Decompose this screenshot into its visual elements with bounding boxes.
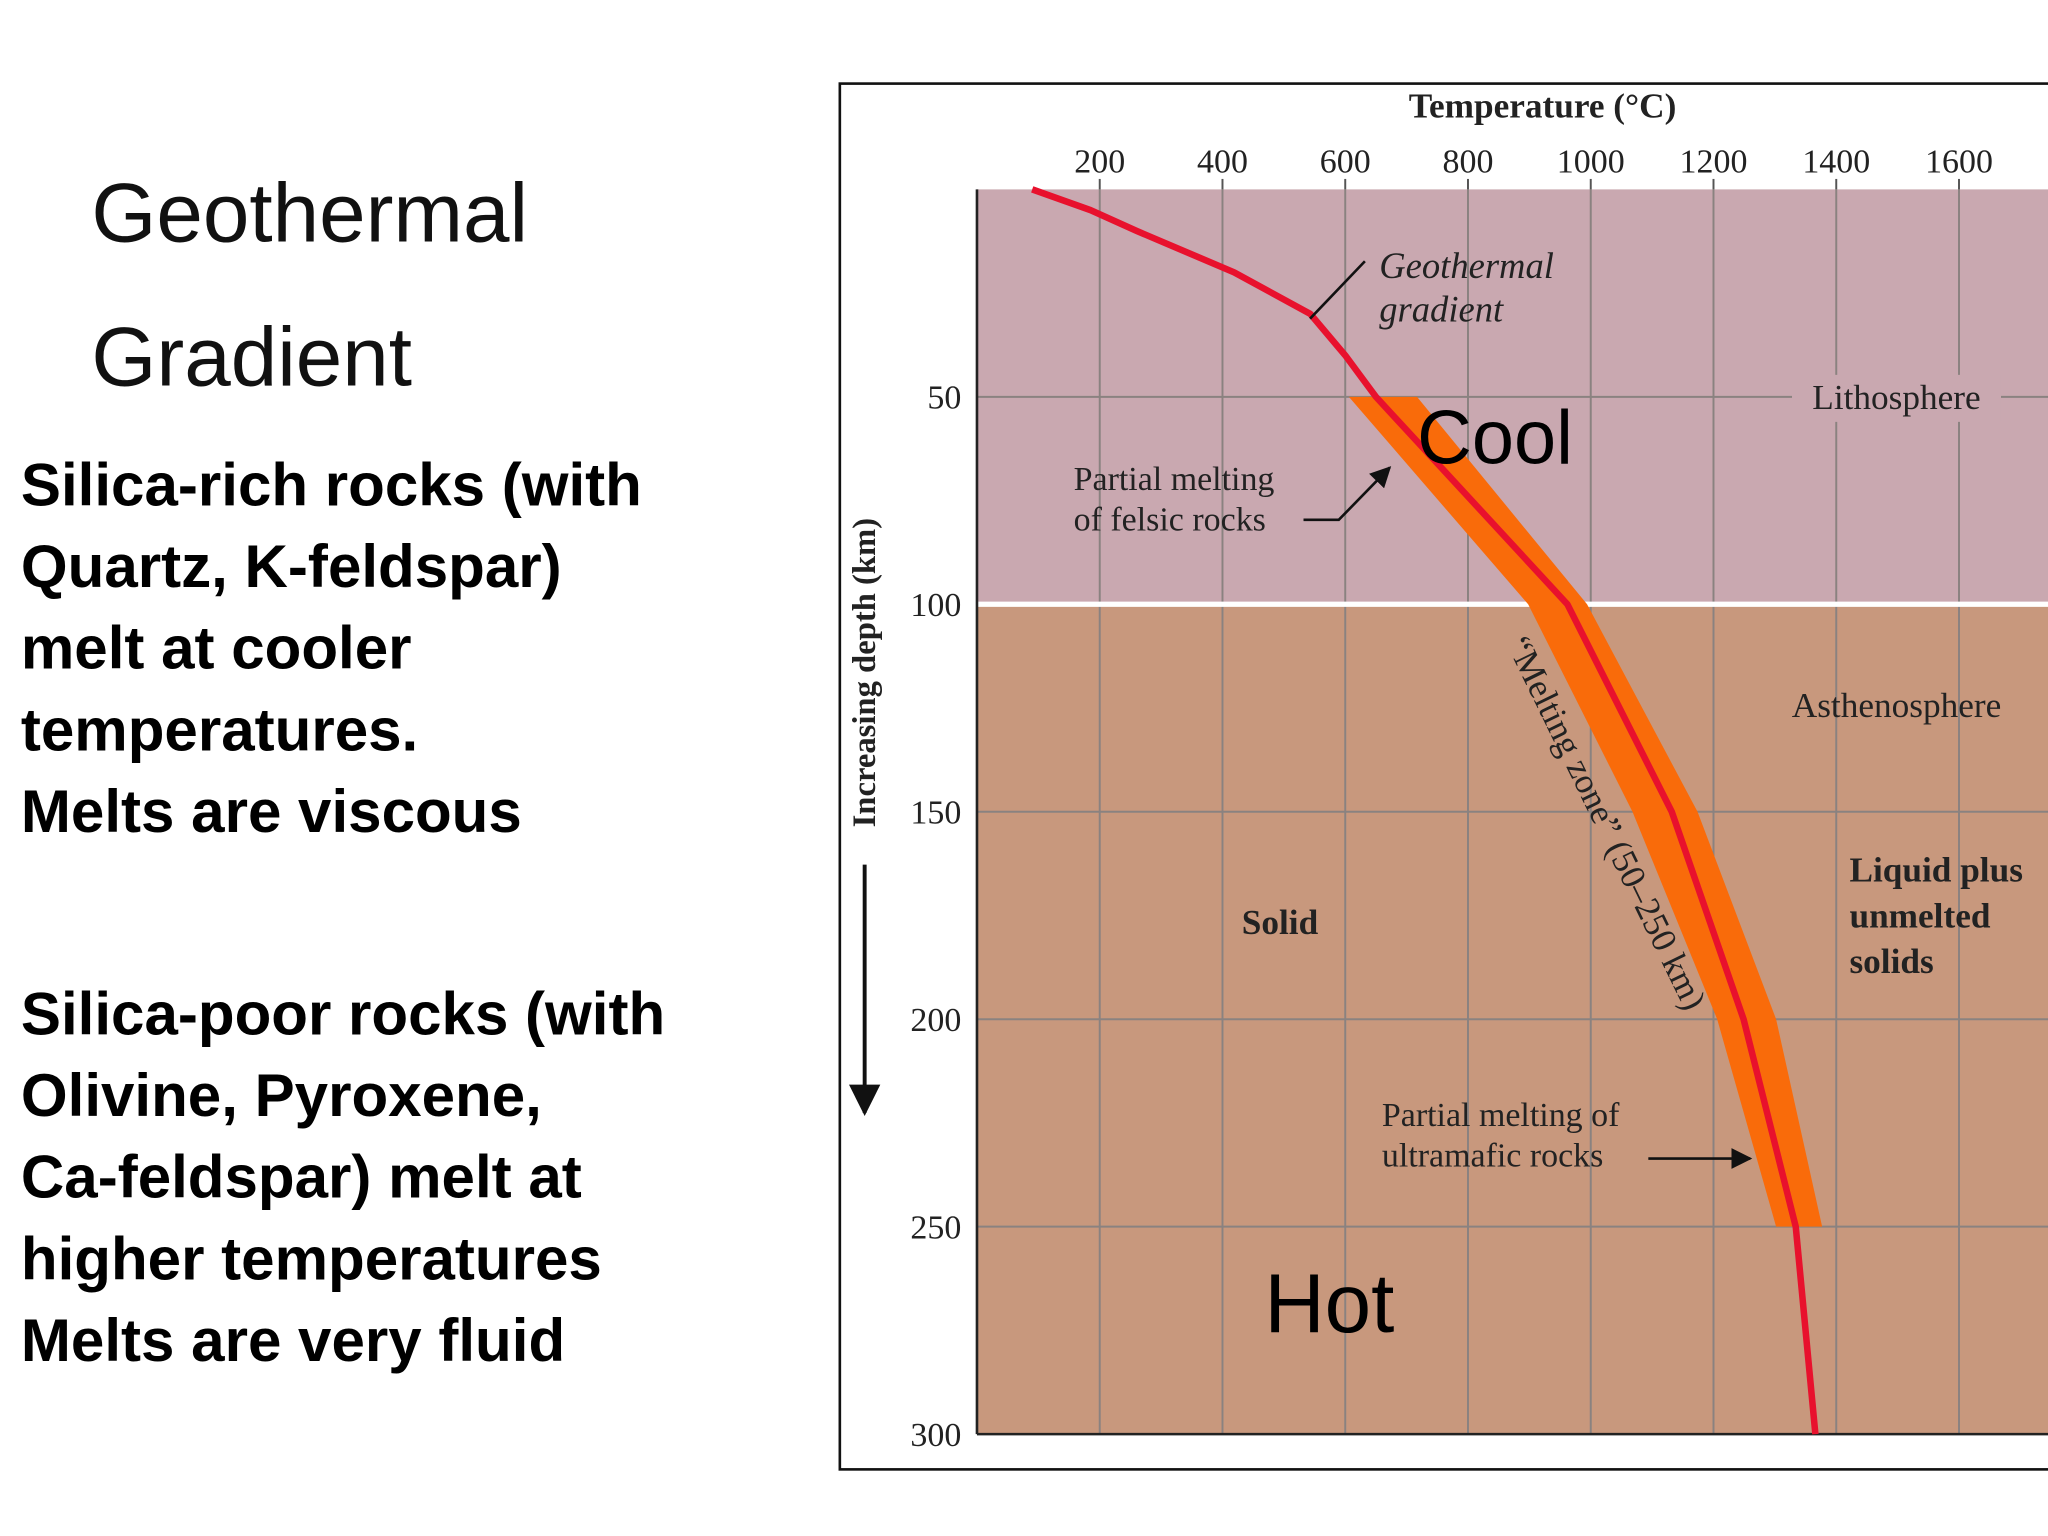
slide-text-line: melt at cooler — [21, 615, 412, 682]
slide-title: Geothermal — [91, 166, 528, 260]
y-tick-label: 300 — [910, 1417, 961, 1454]
y-tick-label: 100 — [910, 587, 961, 624]
x-tick-label: 200 — [1074, 143, 1125, 180]
annotation: Geothermal — [1379, 245, 1554, 286]
x-axis-label: Temperature (°C) — [1409, 87, 1677, 126]
annotation: ultramafic rocks — [1382, 1137, 1603, 1174]
annotation: Partial melting — [1074, 461, 1275, 498]
x-tick-label: 1400 — [1802, 143, 1870, 180]
label-backdrop — [1792, 374, 2001, 422]
slide-title: Gradient — [91, 309, 412, 403]
y-tick-label: 250 — [910, 1209, 961, 1246]
x-tick-label: 600 — [1320, 143, 1371, 180]
x-tick-label: 1200 — [1680, 143, 1748, 180]
annotation: gradient — [1379, 288, 1504, 329]
annotation: of felsic rocks — [1074, 501, 1266, 538]
y-tick-label: 50 — [927, 380, 961, 417]
y-tick-label: 150 — [910, 795, 961, 832]
annotation: Hot — [1264, 1256, 1394, 1350]
annotation: Cool — [1417, 396, 1573, 481]
slide-text-line: Quartz, K-feldspar) — [21, 533, 562, 600]
figure-frame — [838, 82, 2048, 1471]
annotation: Partial melting of — [1382, 1097, 1620, 1134]
slide-text-line: Silica-poor rocks (with — [21, 980, 665, 1047]
slide-text-line: Melts are very fluid — [21, 1307, 565, 1374]
arrow — [1303, 466, 1392, 522]
leader-line — [1309, 260, 1366, 320]
slide-text-line: higher temperatures — [21, 1225, 602, 1292]
slide-text-line: Silica-rich rocks (with — [21, 451, 642, 518]
plot: 200 400 600 800 1000 1200 1400 1600 50 100 150 200 2… — [910, 143, 2048, 1454]
slide-text: Geothermal Gradient Silica-rich rocks (w… — [21, 166, 665, 1374]
annotation: solids — [1849, 942, 1933, 981]
x-tick-label: 800 — [1443, 143, 1494, 180]
slide-text-line: Melts are viscous — [21, 778, 522, 845]
y-tick-label: 200 — [910, 1002, 961, 1039]
region-label: Lithosphere — [1812, 378, 1980, 417]
x-tick-label: 1000 — [1557, 143, 1625, 180]
x-tick-label: 400 — [1197, 143, 1248, 180]
y-axis-label: Increasing depth (km) — [847, 518, 883, 828]
slide-text-line: Olivine, Pyroxene, — [21, 1062, 542, 1129]
slide-text-line: Ca-feldspar) melt at — [21, 1144, 582, 1211]
slide-text-line: temperatures. — [21, 696, 418, 763]
geotherm-line — [1031, 186, 1819, 1435]
annotation: unmelted — [1849, 896, 1990, 935]
region-label: Asthenosphere — [1792, 686, 2002, 725]
annotation: Solid — [1242, 903, 1319, 942]
annotation: Liquid plus — [1849, 851, 2022, 890]
x-tick-label: 1600 — [1925, 143, 1993, 180]
